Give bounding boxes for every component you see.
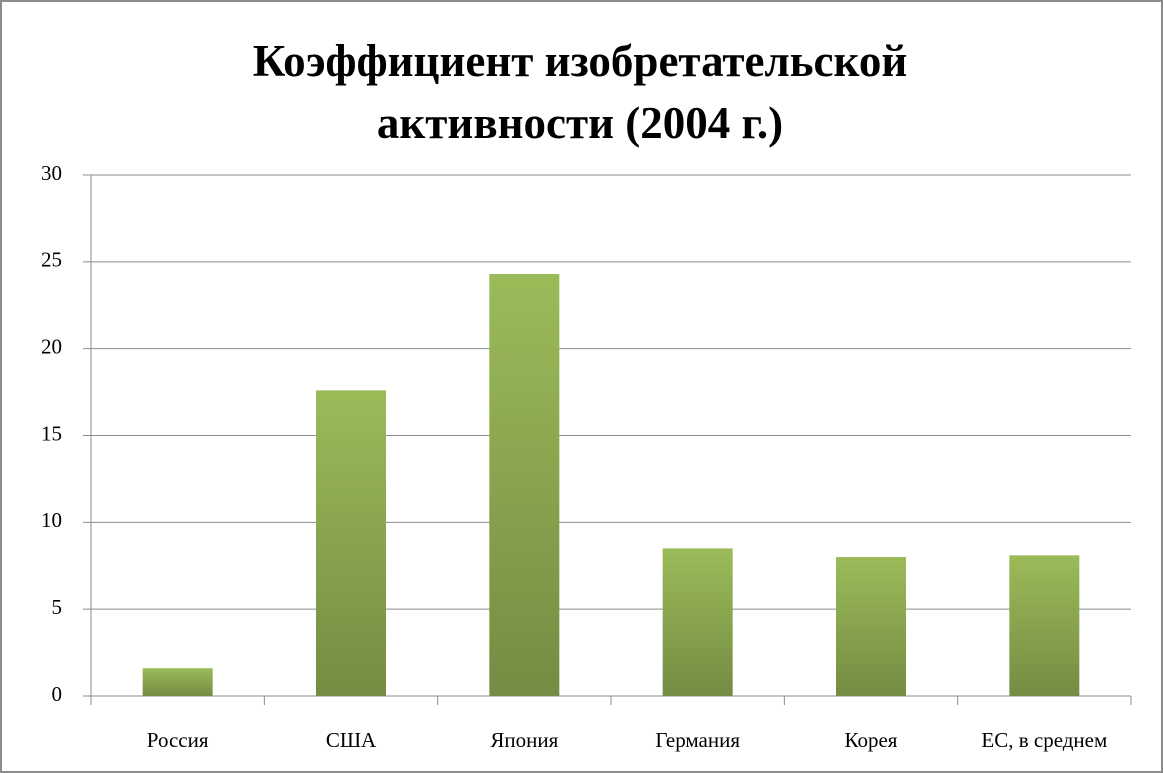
bar bbox=[662, 548, 733, 696]
x-tick-label: Германия bbox=[655, 728, 740, 752]
bar bbox=[142, 668, 213, 696]
x-tick-label: США bbox=[326, 728, 377, 752]
bar bbox=[836, 557, 906, 696]
y-tick-label: 5 bbox=[52, 595, 63, 619]
y-tick-label: 25 bbox=[41, 248, 62, 272]
y-tick-label: 15 bbox=[41, 421, 62, 445]
y-tick-label: 10 bbox=[41, 508, 62, 532]
bar bbox=[1009, 555, 1080, 696]
y-tick-label: 30 bbox=[41, 161, 62, 185]
x-tick-label: Япония bbox=[490, 728, 558, 752]
x-tick-label: Корея bbox=[845, 728, 898, 752]
x-tick-label: ЕС, в среднем bbox=[981, 728, 1107, 752]
y-tick-label: 20 bbox=[41, 334, 62, 358]
x-tick-label: Россия bbox=[147, 728, 209, 752]
y-tick-label: 0 bbox=[52, 682, 63, 706]
bar bbox=[316, 390, 386, 696]
chart-title: Коэффициент изобретательской активности … bbox=[252, 36, 908, 148]
bar bbox=[489, 273, 560, 696]
